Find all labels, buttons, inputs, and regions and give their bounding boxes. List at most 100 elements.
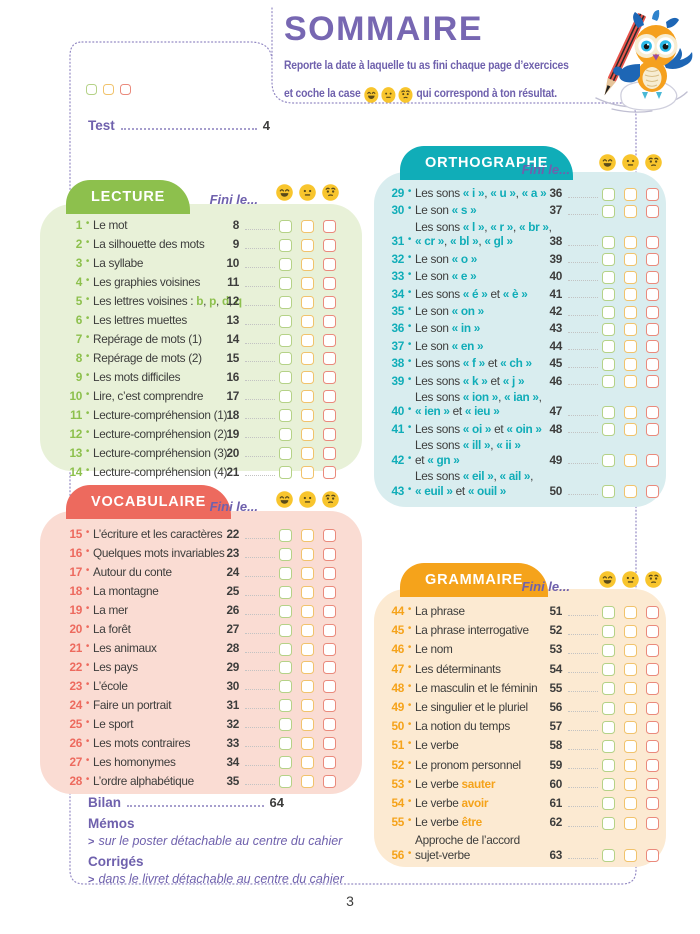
checkbox-bad[interactable]	[323, 447, 336, 461]
checkbox-good[interactable]	[279, 409, 292, 423]
checkbox-medium[interactable]	[301, 295, 314, 309]
checkbox-bad[interactable]	[646, 701, 659, 715]
checkbox-good[interactable]	[602, 322, 615, 336]
checkbox-good[interactable]	[279, 737, 292, 751]
checkbox-bad[interactable]	[646, 357, 659, 371]
checkbox-good[interactable]	[279, 623, 292, 637]
checkbox-medium[interactable]	[301, 352, 314, 366]
checkbox-medium[interactable]	[301, 718, 314, 732]
checkbox-bad[interactable]	[323, 623, 336, 637]
checkbox-medium[interactable]	[301, 604, 314, 618]
checkbox-good[interactable]	[279, 428, 292, 442]
checkbox-good[interactable]	[602, 340, 615, 354]
checkbox-bad[interactable]	[323, 775, 336, 789]
checkbox-medium[interactable]	[624, 235, 637, 249]
checkbox-medium[interactable]	[301, 585, 314, 599]
checkbox-good[interactable]	[602, 253, 615, 267]
checkbox-medium[interactable]	[301, 390, 314, 404]
checkbox-bad[interactable]	[646, 288, 659, 302]
checkbox-medium[interactable]	[624, 288, 637, 302]
checkbox-medium[interactable]	[301, 737, 314, 751]
checkbox-bad[interactable]	[646, 270, 659, 284]
checkbox-medium[interactable]	[301, 238, 314, 252]
checkbox-bad[interactable]	[646, 454, 659, 468]
checkbox-bad[interactable]	[323, 295, 336, 309]
checkbox-bad[interactable]	[323, 737, 336, 751]
checkbox-medium[interactable]	[624, 663, 637, 677]
checkbox-good[interactable]	[279, 371, 292, 385]
checkbox-medium[interactable]	[103, 84, 114, 95]
checkbox-medium[interactable]	[624, 375, 637, 389]
checkbox-good[interactable]	[279, 219, 292, 233]
checkbox-medium[interactable]	[624, 253, 637, 267]
checkbox-bad[interactable]	[646, 187, 659, 201]
checkbox-good[interactable]	[279, 295, 292, 309]
checkbox-bad[interactable]	[646, 778, 659, 792]
checkbox-medium[interactable]	[624, 643, 637, 657]
checkbox-bad[interactable]	[646, 605, 659, 619]
checkbox-good[interactable]	[279, 680, 292, 694]
checkbox-good[interactable]	[602, 720, 615, 734]
checkbox-medium[interactable]	[624, 720, 637, 734]
checkbox-medium[interactable]	[624, 605, 637, 619]
checkbox-medium[interactable]	[624, 454, 637, 468]
checkbox-bad[interactable]	[646, 624, 659, 638]
checkbox-good[interactable]	[279, 547, 292, 561]
checkbox-bad[interactable]	[323, 566, 336, 580]
checkbox-medium[interactable]	[301, 447, 314, 461]
checkbox-good[interactable]	[602, 288, 615, 302]
checkbox-bad[interactable]	[646, 305, 659, 319]
checkbox-good[interactable]	[602, 204, 615, 218]
checkbox-good[interactable]	[602, 682, 615, 696]
checkbox-good[interactable]	[602, 375, 615, 389]
checkbox-medium[interactable]	[301, 528, 314, 542]
checkbox-bad[interactable]	[646, 797, 659, 811]
checkbox-medium[interactable]	[624, 682, 637, 696]
checkbox-good[interactable]	[279, 642, 292, 656]
checkbox-good[interactable]	[279, 566, 292, 580]
checkbox-bad[interactable]	[646, 253, 659, 267]
checkbox-medium[interactable]	[301, 680, 314, 694]
checkbox-good[interactable]	[602, 624, 615, 638]
checkbox-bad[interactable]	[323, 547, 336, 561]
checkbox-good[interactable]	[279, 276, 292, 290]
checkbox-good[interactable]	[602, 187, 615, 201]
checkbox-bad[interactable]	[323, 314, 336, 328]
checkbox-medium[interactable]	[624, 701, 637, 715]
checkbox-good[interactable]	[279, 718, 292, 732]
checkbox-good[interactable]	[86, 84, 97, 95]
checkbox-good[interactable]	[602, 739, 615, 753]
checkbox-good[interactable]	[602, 663, 615, 677]
checkbox-good[interactable]	[602, 305, 615, 319]
checkbox-medium[interactable]	[301, 699, 314, 713]
checkbox-good[interactable]	[602, 701, 615, 715]
checkbox-good[interactable]	[279, 238, 292, 252]
checkbox-medium[interactable]	[624, 816, 637, 830]
checkbox-good[interactable]	[279, 756, 292, 770]
checkbox-medium[interactable]	[301, 466, 314, 480]
checkbox-bad[interactable]	[646, 849, 659, 863]
checkbox-bad[interactable]	[120, 84, 131, 95]
checkbox-good[interactable]	[602, 406, 615, 420]
checkbox-bad[interactable]	[323, 371, 336, 385]
checkbox-bad[interactable]	[646, 485, 659, 499]
checkbox-medium[interactable]	[301, 756, 314, 770]
checkbox-medium[interactable]	[624, 485, 637, 499]
checkbox-medium[interactable]	[301, 276, 314, 290]
checkbox-good[interactable]	[602, 797, 615, 811]
checkbox-bad[interactable]	[323, 718, 336, 732]
checkbox-medium[interactable]	[301, 661, 314, 675]
checkbox-bad[interactable]	[323, 238, 336, 252]
checkbox-medium[interactable]	[624, 759, 637, 773]
checkbox-bad[interactable]	[323, 680, 336, 694]
checkbox-medium[interactable]	[301, 219, 314, 233]
checkbox-bad[interactable]	[323, 604, 336, 618]
checkbox-medium[interactable]	[301, 333, 314, 347]
checkbox-bad[interactable]	[323, 352, 336, 366]
checkbox-medium[interactable]	[301, 314, 314, 328]
checkbox-good[interactable]	[602, 816, 615, 830]
checkbox-good[interactable]	[279, 466, 292, 480]
checkbox-bad[interactable]	[646, 816, 659, 830]
checkbox-bad[interactable]	[646, 663, 659, 677]
checkbox-medium[interactable]	[301, 642, 314, 656]
